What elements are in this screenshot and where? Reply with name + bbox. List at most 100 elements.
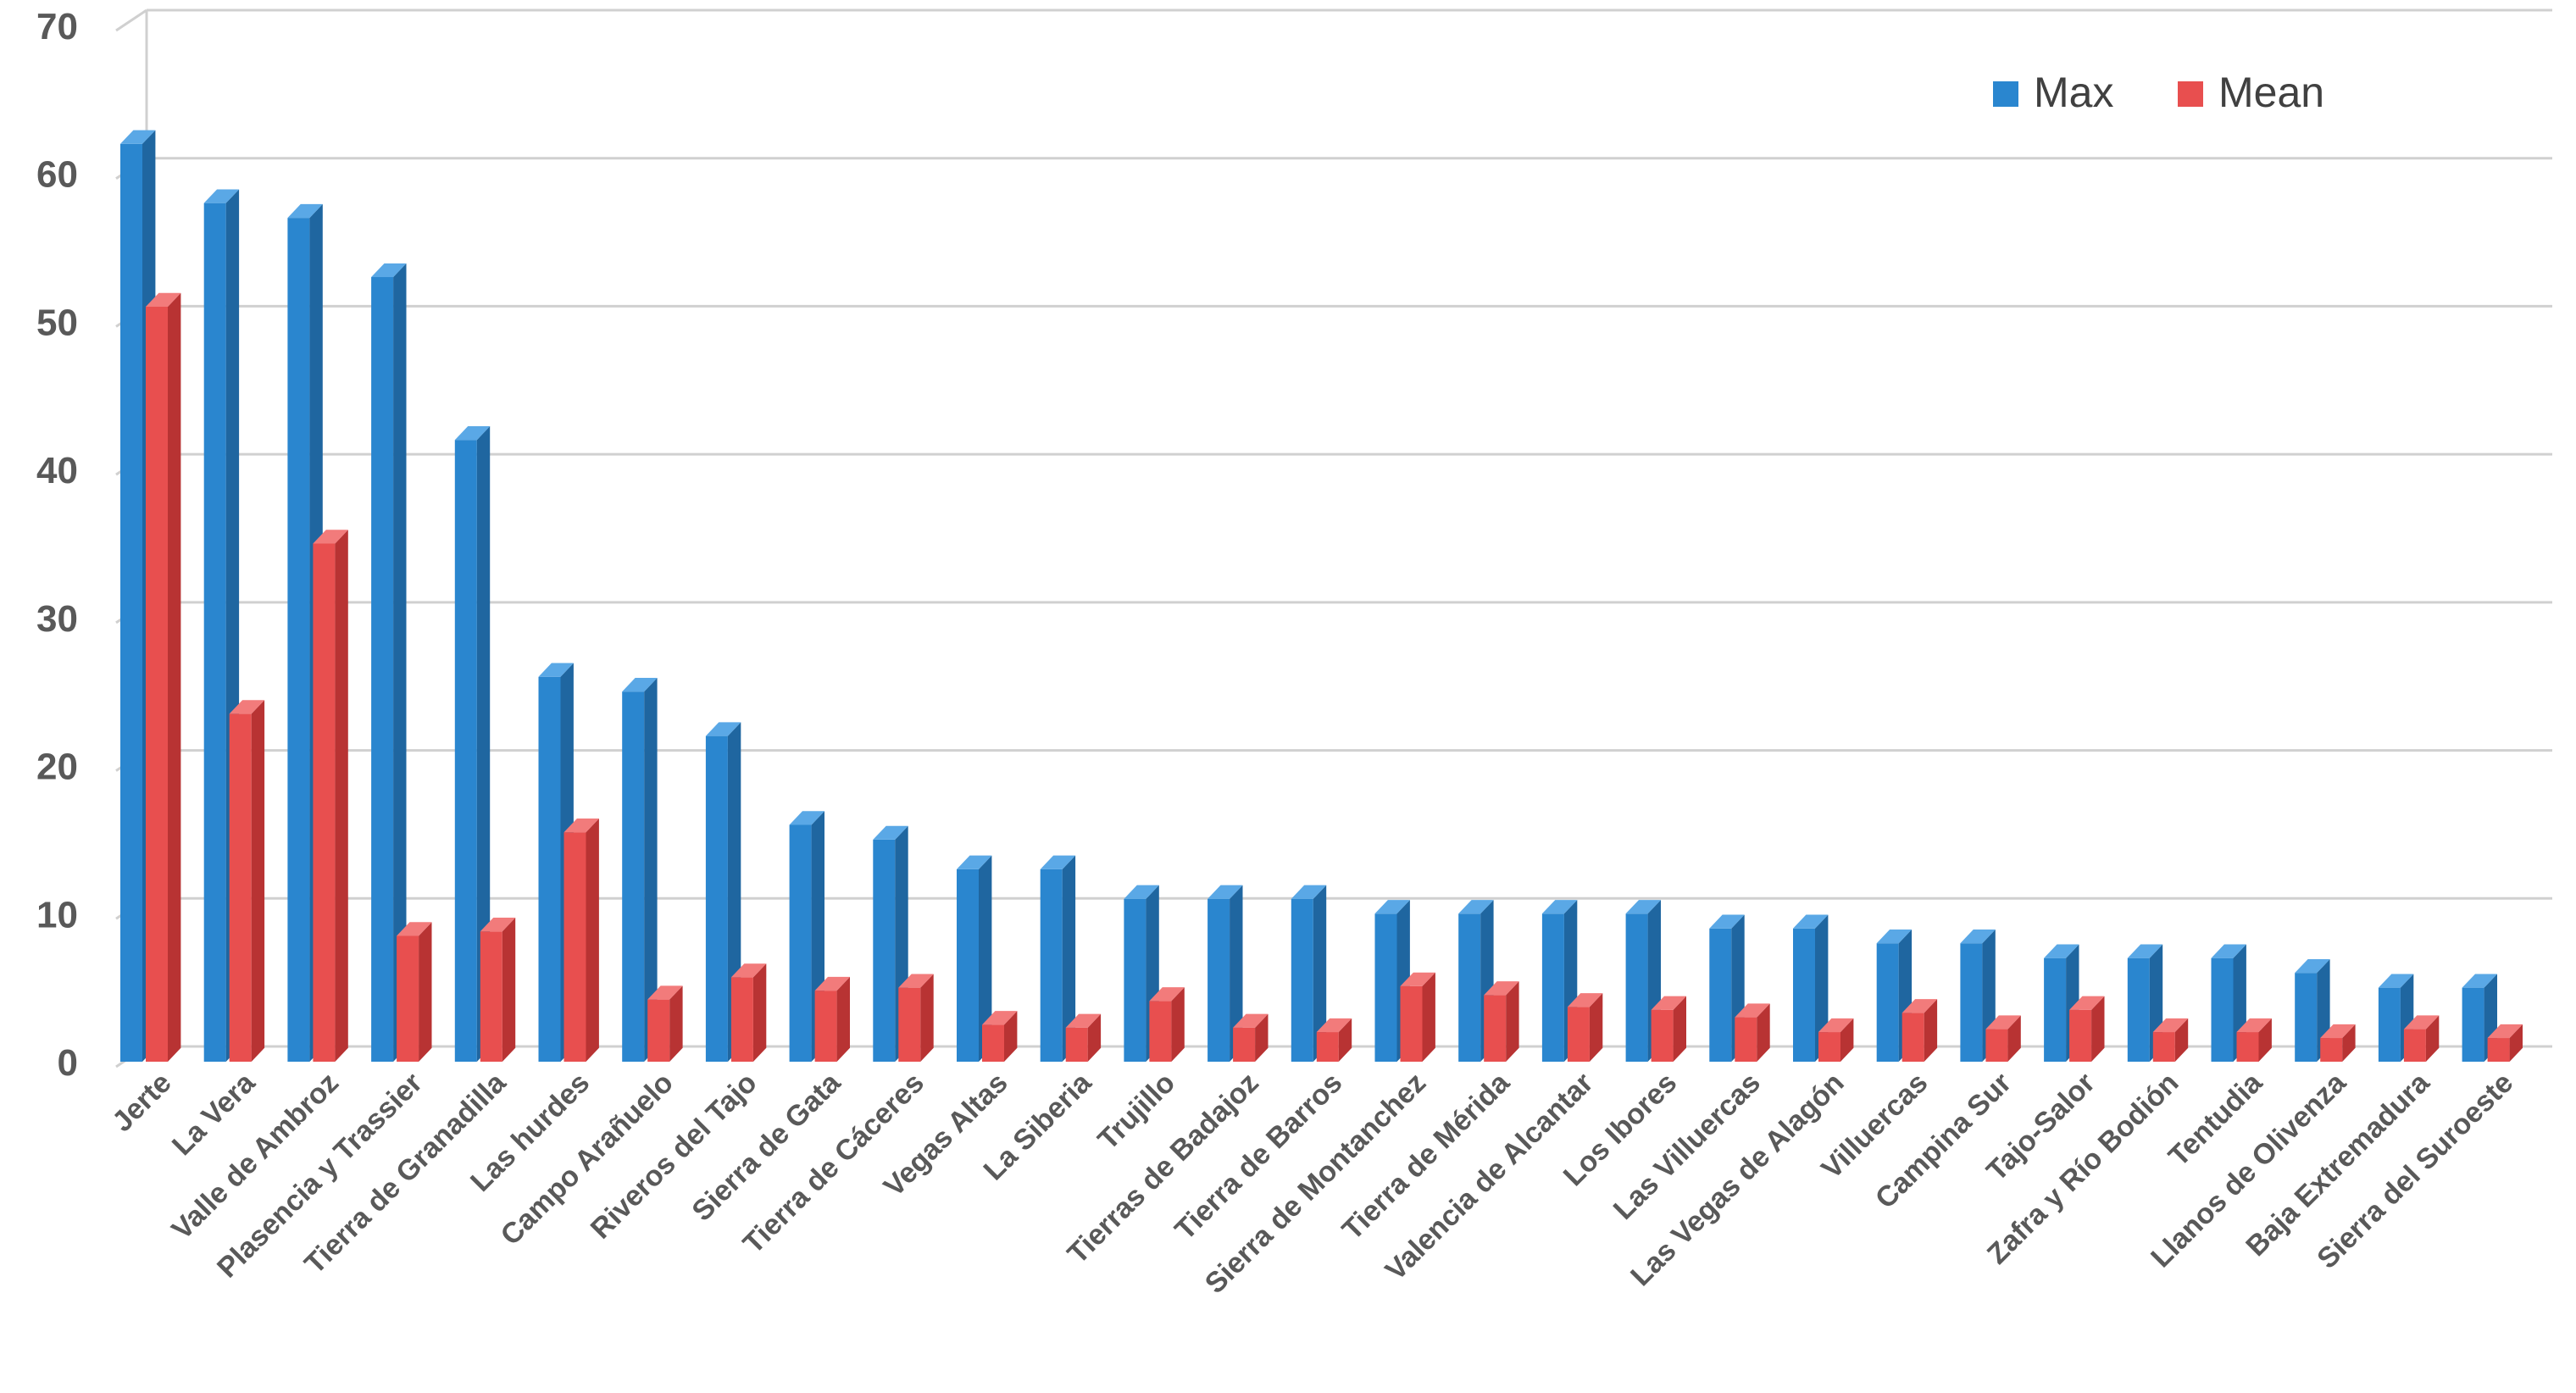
bar-mean [647, 985, 683, 1062]
bar-top [898, 974, 934, 988]
y-tick-label: 30 [36, 598, 78, 640]
bar-top [2211, 944, 2246, 958]
bar-side [476, 426, 491, 1062]
bar-top [1484, 981, 1519, 996]
bar-top [371, 263, 407, 278]
bar-side [920, 974, 934, 1062]
legend-swatch [1993, 81, 2018, 107]
bar-top [1065, 1013, 1102, 1028]
bar-front [1651, 1009, 1674, 1062]
bar-top [480, 918, 516, 932]
bar-mean [2320, 1024, 2356, 1062]
category-label: Las Villuercas [1607, 1067, 1767, 1226]
legend: Max Mean [1993, 69, 2324, 116]
bar-top [1567, 993, 1603, 1007]
bar-front [1400, 985, 1423, 1062]
bar-front [2069, 1009, 2092, 1062]
bar-top [203, 189, 240, 203]
bar-top [957, 855, 992, 869]
bar-front [1876, 943, 1899, 1062]
legend-swatch [2178, 81, 2203, 107]
gridline-diagonal [115, 8, 147, 32]
bar-front [2127, 957, 2150, 1062]
bar-front [120, 143, 142, 1062]
bar-mean [1651, 996, 1686, 1062]
bar-side [1171, 987, 1185, 1062]
bar-front [1458, 913, 1481, 1062]
bar-top [1960, 930, 1996, 944]
bar-front [647, 999, 670, 1062]
bar-max [1793, 914, 1829, 1062]
bar-top [1400, 972, 1435, 986]
bar-front [564, 832, 586, 1062]
bar-front [1065, 1027, 1088, 1062]
bar-top [1233, 1013, 1269, 1028]
bar-top [1793, 914, 1829, 929]
bar-max [454, 426, 491, 1062]
bar-front [371, 277, 394, 1062]
bar-mean [1484, 981, 1519, 1062]
bar-top [120, 130, 156, 144]
bar-top [982, 1011, 1018, 1025]
bar-top [1291, 885, 1327, 899]
bar-mean [730, 963, 767, 1062]
bar-top [313, 530, 348, 544]
bar-side [251, 700, 265, 1062]
bar-max [1208, 885, 1243, 1062]
category-label: Jerte [106, 1067, 177, 1138]
bar-top [730, 963, 767, 978]
bar-front [1960, 943, 1983, 1062]
bar-side [1924, 999, 1938, 1062]
bar-front [1818, 1032, 1840, 1062]
bar-max [1291, 885, 1327, 1062]
bar-top [2462, 974, 2497, 988]
bar-max [1709, 914, 1745, 1062]
bar-mean [1818, 1018, 1854, 1062]
bar-top [2320, 1024, 2356, 1039]
bar-top [1735, 1003, 1770, 1018]
y-tick-label: 20 [36, 746, 78, 788]
bar-front [2295, 973, 2318, 1062]
y-tick-label: 50 [36, 302, 78, 343]
bar-front [873, 839, 896, 1062]
bar-max [1541, 900, 1578, 1062]
bar-side [2425, 1015, 2440, 1062]
bar-front [538, 676, 561, 1062]
bar-side [644, 678, 658, 1062]
bar-side [2258, 1018, 2272, 1062]
y-tick-label: 70 [36, 6, 78, 47]
y-tick-label: 0 [58, 1042, 78, 1084]
bar-side [1506, 981, 1519, 1062]
bar-side [2174, 1018, 2189, 1062]
bar-side [502, 918, 516, 1062]
bar-max [1458, 900, 1494, 1062]
bar-top [1208, 885, 1243, 899]
bar-side [1757, 1003, 1770, 1062]
bar-front [622, 691, 645, 1062]
bar-side [1422, 972, 1435, 1062]
bar-side [1673, 996, 1686, 1062]
bar-front [203, 203, 226, 1062]
bar-max [203, 189, 240, 1062]
bar-side [1815, 914, 1829, 1062]
bar-top [2127, 944, 2163, 958]
bar-top [789, 811, 824, 825]
bar-front [1124, 898, 1146, 1062]
legend-item-mean: Mean [2178, 69, 2324, 116]
bar-side [1004, 1011, 1018, 1062]
bar-side [1230, 885, 1243, 1062]
bar-mean [1901, 999, 1938, 1062]
bar-top [1040, 855, 1076, 869]
bar-top [2236, 1018, 2272, 1033]
bar-front [2462, 987, 2484, 1062]
bar-top [705, 722, 741, 736]
bar-side [2007, 1015, 2021, 1062]
bar-mean [564, 818, 599, 1062]
bar-top [873, 825, 908, 840]
bar-mean [1065, 1013, 1102, 1062]
bar-mean [229, 700, 265, 1062]
bar-top [2403, 1015, 2440, 1029]
bar-side [752, 963, 767, 1062]
